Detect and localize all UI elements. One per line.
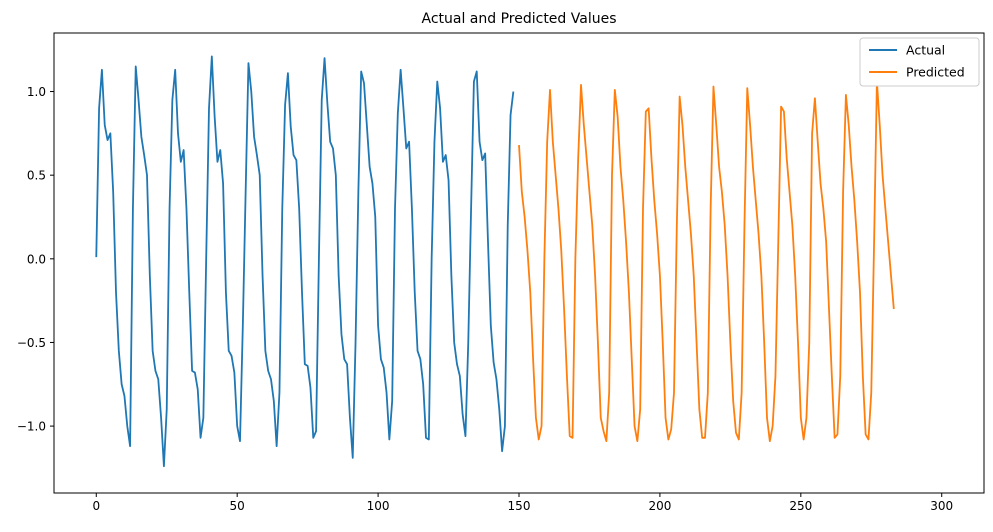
legend-label-actual: Actual xyxy=(906,43,945,58)
y-tick-label: −1.0 xyxy=(17,420,46,434)
y-tick-label: −0.5 xyxy=(17,336,46,350)
y-tick-label: 1.0 xyxy=(27,85,46,99)
x-tick-label: 100 xyxy=(367,499,390,513)
chart-title: Actual and Predicted Values xyxy=(421,11,616,27)
y-tick-label: 0.0 xyxy=(27,252,46,266)
x-tick-label: 200 xyxy=(648,499,671,513)
series-lines xyxy=(95,55,895,468)
legend: Actual Predicted xyxy=(859,37,980,87)
x-tick-label: 300 xyxy=(930,499,953,513)
plot-area xyxy=(53,32,985,494)
x-tick-label: 0 xyxy=(92,499,100,513)
legend-label-predicted: Predicted xyxy=(906,65,965,80)
x-tick-label: 250 xyxy=(789,499,812,513)
series-line-predicted xyxy=(518,80,895,443)
y-tick-label: 0.5 xyxy=(27,169,46,183)
x-axis-ticks: 0 50 100 150 200 250 300 xyxy=(92,493,953,513)
x-tick-label: 150 xyxy=(508,499,531,513)
y-axis-ticks: −1.0 −0.5 0.0 0.5 1.0 xyxy=(17,85,54,434)
x-tick-label: 50 xyxy=(230,499,245,513)
series-line-actual xyxy=(95,55,515,468)
